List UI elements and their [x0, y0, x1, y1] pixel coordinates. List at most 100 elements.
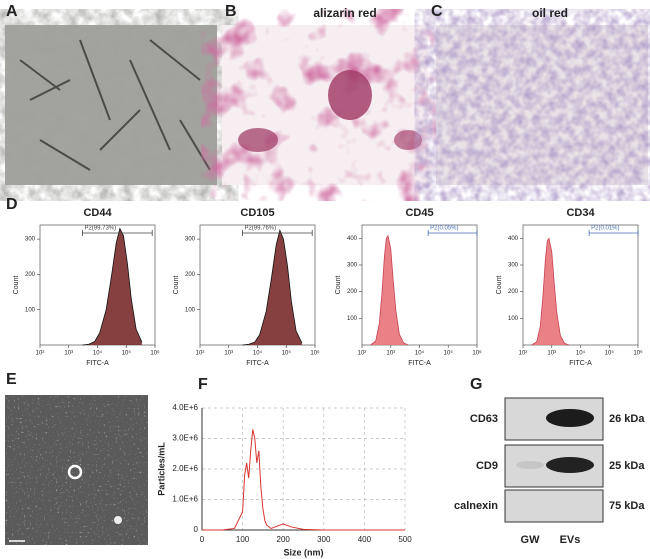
cells: [19, 39, 211, 171]
y-axis-label: Count: [496, 276, 503, 295]
blot-size-label: 26 kDa: [609, 413, 645, 425]
micrograph-texture: [5, 25, 217, 185]
y-tick-label: 400: [508, 236, 519, 242]
y-tick-label: 200: [25, 272, 36, 278]
y-tick-label: 300: [347, 263, 358, 269]
x-tick-label: 10²: [358, 351, 367, 357]
histogram-fill: [82, 228, 142, 345]
chart-title: CD45: [405, 207, 433, 219]
panel-label: C: [431, 3, 443, 20]
y-tick-label: 0: [194, 525, 199, 534]
y-tick-label: 3.0E+6: [172, 434, 198, 443]
histogram-fill: [370, 235, 409, 345]
x-tick-label: 10³: [547, 351, 556, 357]
panel-label: G: [470, 376, 482, 393]
x-tick-label: 10⁴: [93, 350, 103, 357]
blot-size-label: 75 kDa: [609, 500, 645, 512]
x-tick-label: 10⁴: [253, 350, 263, 357]
stain-nodule: [394, 130, 422, 150]
x-axis-label: Size (nm): [283, 547, 323, 557]
x-tick-label: 200: [277, 535, 291, 544]
size-distribution: [202, 429, 405, 531]
panel-label: D: [6, 196, 18, 213]
y-tick-label: 100: [347, 316, 358, 322]
x-tick-label: 10³: [386, 351, 395, 357]
y-tick-label: 100: [25, 307, 36, 313]
stain-title: alizarin red: [313, 6, 376, 20]
histogram: [242, 229, 303, 346]
tem-texture: [5, 395, 148, 545]
x-tick-label: 10⁴: [415, 350, 425, 357]
blot-lane-label: EVs: [560, 534, 581, 546]
x-tick-label: 300: [317, 535, 331, 544]
y-tick-label: 400: [347, 236, 358, 242]
y-tick-label: 200: [508, 289, 519, 295]
y-axis-label: Count: [173, 276, 180, 295]
x-tick-label: 10²: [196, 351, 205, 357]
x-tick-label: 0: [200, 535, 205, 544]
histogram: [82, 227, 143, 346]
chart-title: CD44: [83, 207, 112, 219]
x-tick-label: 10⁶: [150, 350, 160, 357]
x-tick-label: 400: [358, 535, 372, 544]
blot-row-label: calnexin: [454, 500, 498, 512]
plot-frame: [39, 224, 156, 346]
gate-label: P2(99.76%): [244, 226, 276, 232]
gate: [588, 230, 639, 236]
y-tick-label: 200: [185, 272, 196, 278]
x-tick-label: 10⁵: [444, 350, 454, 357]
gate: [242, 230, 313, 236]
blot-lane-label: GW: [521, 534, 541, 546]
histogram-fill: [242, 230, 302, 345]
histogram: [531, 237, 570, 346]
vesicle: [114, 516, 122, 524]
gate-label: P2(0.01%): [591, 226, 619, 232]
histogram-fill: [531, 238, 570, 345]
micrograph-texture: [222, 25, 428, 185]
y-tick-label: 100: [185, 307, 196, 313]
blot-size-label: 25 kDa: [609, 460, 645, 472]
y-tick-label: 100: [508, 316, 519, 322]
blot-band: [546, 457, 594, 473]
x-tick-label: 10⁶: [633, 350, 643, 357]
y-tick-label: 200: [347, 289, 358, 295]
x-axis-label: FITC-A: [246, 360, 269, 367]
gate: [82, 230, 153, 236]
y-tick-label: 4.0E+6: [172, 403, 198, 412]
blot-row-label: CD63: [470, 413, 498, 425]
gate: [427, 230, 478, 236]
blot-band: [516, 461, 544, 469]
x-tick-label: 10³: [224, 351, 233, 357]
y-tick-label: 300: [185, 237, 196, 243]
blot-row-label: CD9: [476, 460, 498, 472]
stain-nodule: [238, 128, 278, 152]
y-tick-label: 300: [25, 237, 36, 243]
panel-label: B: [225, 3, 237, 20]
y-tick-label: 300: [508, 263, 519, 269]
stain-title: oil red: [532, 6, 568, 20]
panel-label: A: [6, 3, 18, 20]
y-tick-label: 1.0E+6: [172, 495, 198, 504]
stain-nodule: [328, 70, 372, 120]
x-tick-label: 10³: [64, 351, 73, 357]
x-tick-label: 10²: [36, 351, 45, 357]
blot-band: [546, 409, 594, 427]
histogram: [370, 234, 409, 346]
x-axis-label: FITC-A: [86, 360, 109, 367]
x-tick-label: 10⁴: [576, 350, 586, 357]
panel-label: F: [198, 376, 208, 393]
x-tick-label: 10⁵: [122, 350, 132, 357]
x-tick-label: 10²: [519, 351, 528, 357]
blot-strip: [504, 489, 604, 523]
micrograph-texture: [436, 25, 648, 185]
x-tick-label: 10⁵: [282, 350, 292, 357]
y-axis-label: Count: [13, 276, 20, 295]
x-tick-label: 500: [398, 535, 412, 544]
y-axis-label: Particles/mL: [156, 442, 166, 496]
chart-title: CD34: [566, 207, 595, 219]
y-tick-label: 2.0E+6: [172, 464, 198, 473]
gate-label: P2(0.05%): [430, 226, 458, 232]
x-axis-label: FITC-A: [408, 360, 431, 367]
panel-label: E: [6, 371, 17, 388]
